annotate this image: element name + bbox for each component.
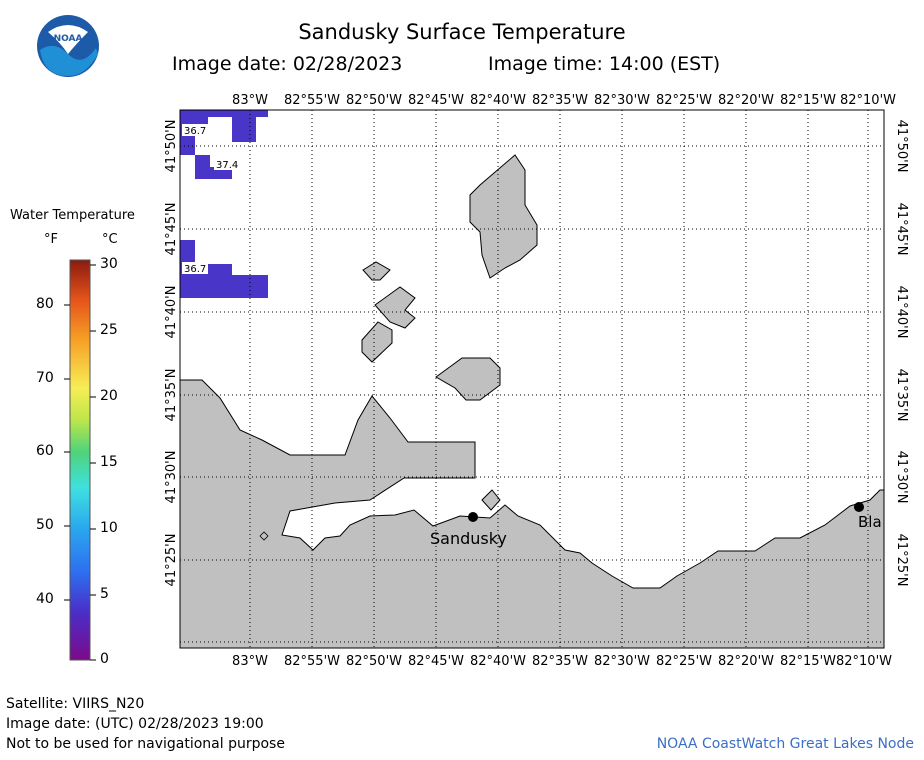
f-tick-50: 50 xyxy=(36,517,54,533)
disclaimer: Not to be used for navigational purpose xyxy=(6,736,285,752)
svg-text:36.7: 36.7 xyxy=(184,264,206,275)
noaa-logo-icon: NOAA xyxy=(37,15,99,77)
lat-right-41-35n: 41°35'N xyxy=(894,369,909,422)
lon-bottom-82-50w: 82°50'W xyxy=(346,654,402,669)
temperature-label-1: 36.7 xyxy=(182,124,208,137)
image-time: Image time: 14:00 (EST) xyxy=(488,53,721,75)
svg-text:37.4: 37.4 xyxy=(216,160,238,171)
map-grid xyxy=(180,110,884,648)
sandusky-marker xyxy=(468,512,478,522)
lon-top-82-15w: 82°15'W xyxy=(780,93,836,108)
lat-right-41-30n: 41°30'N xyxy=(894,451,909,504)
f-tick-70: 70 xyxy=(36,370,54,386)
lat-left-41-35n: 41°35'N xyxy=(164,369,179,422)
temperature-label-2: 37.4 xyxy=(214,158,242,171)
lat-left-41-30n: 41°30'N xyxy=(164,451,179,504)
f-tick-40: 40 xyxy=(36,591,54,607)
island-bay xyxy=(481,489,501,511)
temperature-label-3: 36.7 xyxy=(182,262,208,275)
lon-bottom-82-45w: 82°45'W xyxy=(408,654,464,669)
island-east xyxy=(435,357,501,401)
lat-left-41-40n: 41°40'N xyxy=(164,286,179,339)
lat-right-41-25n: 41°25'N xyxy=(894,534,909,587)
satellite-info: Satellite: VIIRS_N20 xyxy=(6,696,145,712)
island-kelleys xyxy=(469,154,538,279)
lon-top-82-25w: 82°25'W xyxy=(656,93,712,108)
unit-celsius: °C xyxy=(102,232,118,247)
c-tick-0: 0 xyxy=(100,651,109,667)
svg-text:36.7: 36.7 xyxy=(184,126,206,137)
c-tick-5: 5 xyxy=(100,586,109,602)
lon-top-82-40w: 82°40'W xyxy=(470,93,526,108)
lon-bottom-82-40w: 82°40'W xyxy=(470,654,526,669)
logo-text: NOAA xyxy=(54,34,83,44)
c-tick-25: 25 xyxy=(100,322,118,338)
lon-top-82-50w: 82°50'W xyxy=(346,93,402,108)
lon-top-82-35w: 82°35'W xyxy=(532,93,588,108)
lon-top-82-45w: 82°45'W xyxy=(408,93,464,108)
color-scale xyxy=(64,259,96,661)
page-title: Sandusky Surface Temperature xyxy=(298,20,626,44)
c-tick-15: 15 xyxy=(100,454,118,470)
island-middle xyxy=(374,286,416,329)
credit: NOAA CoastWatch Great Lakes Node xyxy=(656,736,914,752)
lon-top-82-10w: 82°10'W xyxy=(840,93,896,108)
lon-top-82-30w: 82°30'W xyxy=(594,93,650,108)
c-tick-30: 30 xyxy=(100,256,118,272)
lat-right-41-40n: 41°40'N xyxy=(894,286,909,339)
color-bar xyxy=(69,259,91,661)
lat-right-41-45n: 41°45'N xyxy=(894,203,909,256)
mainland xyxy=(180,379,884,648)
island-tiny xyxy=(259,531,269,541)
water-temperature-pixels xyxy=(180,110,268,298)
island-north xyxy=(362,261,391,281)
lon-bottom-82-30w: 82°30'W xyxy=(594,654,650,669)
lon-bottom-82-10w: 82°10'W xyxy=(836,654,892,669)
utc-date: Image date: (UTC) 02/28/2023 19:00 xyxy=(6,716,264,732)
city-label-sandusky: Sandusky xyxy=(430,529,507,548)
lat-left-41-50n: 41°50'N xyxy=(164,120,179,173)
lon-bottom-82-25w: 82°25'W xyxy=(656,654,712,669)
lat-left-41-45n: 41°45'N xyxy=(164,203,179,256)
lon-top-83w: 83°W xyxy=(232,93,268,108)
map: 36.7 37.4 36.7 Sandusky Bla 83°W 82°55'W… xyxy=(164,93,909,669)
unit-fahrenheit: °F xyxy=(44,232,58,247)
lon-top-82-20w: 82°20'W xyxy=(718,93,774,108)
bla-marker xyxy=(854,502,864,512)
lon-bottom-83w: 83°W xyxy=(232,654,268,669)
map-frame xyxy=(179,109,885,649)
lon-bottom-82-55w: 82°55'W xyxy=(284,654,340,669)
image-date: Image date: 02/28/2023 xyxy=(172,53,403,75)
legend-title: Water Temperature xyxy=(10,208,135,223)
c-tick-20: 20 xyxy=(100,388,118,404)
lon-bottom-82-15w: 82°15'W xyxy=(780,654,836,669)
lon-bottom-82-35w: 82°35'W xyxy=(532,654,588,669)
lat-left-41-25n: 41°25'N xyxy=(164,534,179,587)
lat-right-41-50n: 41°50'N xyxy=(894,120,909,173)
island-south xyxy=(361,321,393,363)
f-tick-80: 80 xyxy=(36,296,54,312)
lon-top-82-55w: 82°55'W xyxy=(284,93,340,108)
lon-bottom-82-20w: 82°20'W xyxy=(718,654,774,669)
city-label-bla: Bla xyxy=(858,513,882,531)
c-tick-10: 10 xyxy=(100,520,118,536)
f-tick-60: 60 xyxy=(36,443,54,459)
